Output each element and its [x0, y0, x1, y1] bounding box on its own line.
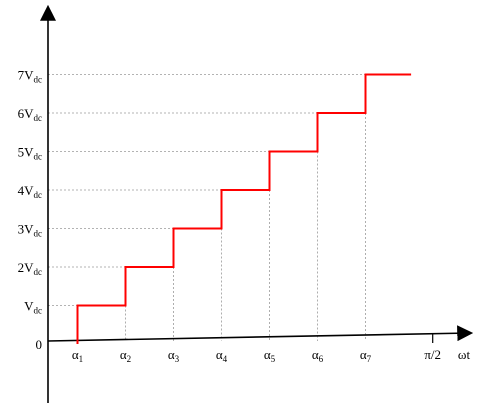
y-tick-label-7: 7Vdc: [18, 68, 42, 85]
x-tick-label-2: α2: [120, 347, 131, 364]
x-tick-label-4: α4: [216, 347, 228, 364]
series-layer: [76, 73, 412, 344]
guide-lines: [48, 74, 366, 344]
axes: [40, 4, 474, 403]
x-tick-label-6: α6: [312, 347, 324, 364]
x-end-label: π/2: [424, 347, 441, 362]
y-tick-label-6: 6Vdc: [18, 106, 42, 123]
y-tick-label-3: 3Vdc: [18, 222, 42, 239]
x-tick-label-5: α5: [264, 347, 276, 364]
x-axis: [47, 325, 474, 342]
y-tick-label-5: 5Vdc: [18, 145, 42, 162]
y-tick-label-1: Vdc: [24, 299, 42, 316]
tick-labels: 0 Vdc 2Vdc 3Vdc 4Vdc 5Vdc 6Vdc 7Vdc α1 α2 α3 α4 α5 α6…: [18, 68, 471, 365]
y-tick-label-0: 0: [36, 337, 43, 352]
y-tick-label-4: 4Vdc: [18, 183, 42, 200]
x-tick-label-1: α1: [72, 347, 83, 364]
x-tick-label-7: α7: [360, 347, 372, 364]
series-0-line: [76, 73, 412, 344]
x-tick-label-3: α3: [168, 347, 180, 364]
x-axis-label: ωt: [458, 347, 471, 362]
y-tick-label-2: 2Vdc: [18, 260, 42, 277]
